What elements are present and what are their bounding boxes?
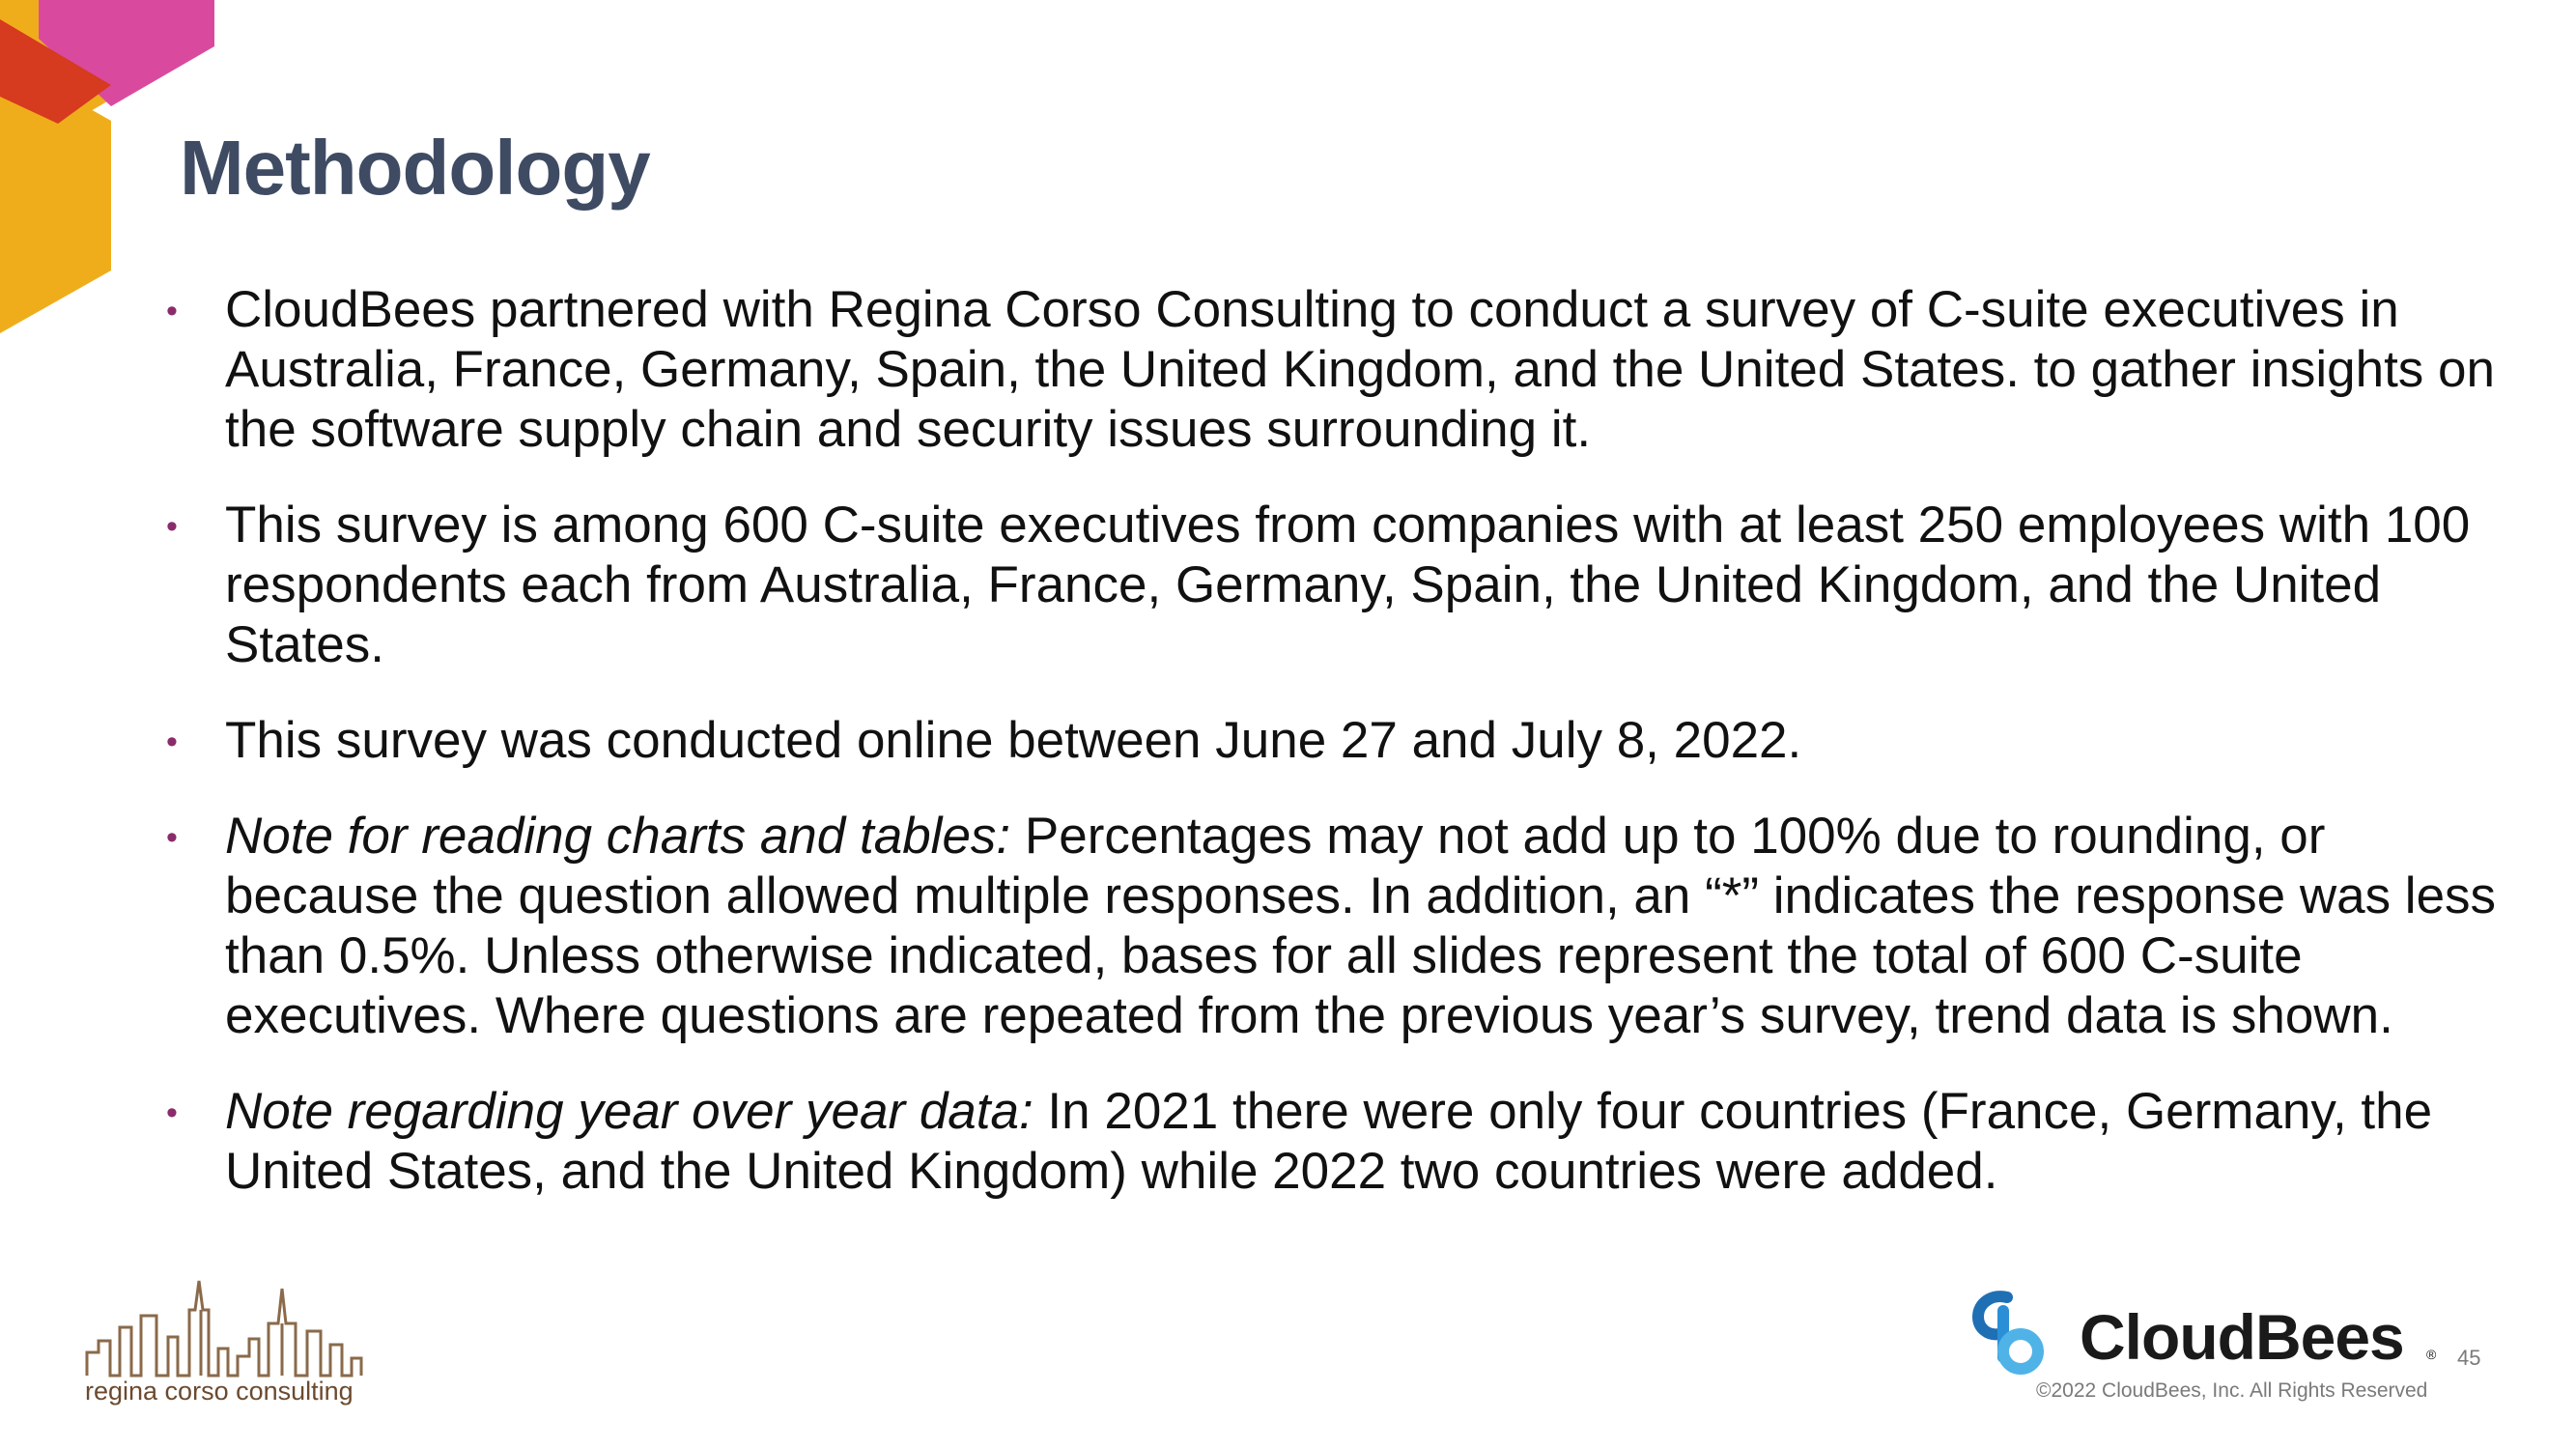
bullet-item-dates: • This survey was conducted online betwe… <box>164 711 2521 771</box>
bullet-dot-icon: • <box>166 1094 178 1131</box>
copyright-notice: ©2022 CloudBees, Inc. All Rights Reserve… <box>2036 1379 2428 1402</box>
bullet-text: This survey is among 600 C-suite executi… <box>225 497 2471 673</box>
bullet-text: In 2021 there were only four countries (… <box>225 1083 2433 1200</box>
registered-mark: ® <box>2426 1347 2437 1362</box>
bullet-dot-icon: • <box>166 819 178 856</box>
corner-decoration <box>0 0 214 333</box>
bullet-item-yoy-note: • Note regarding year over year data: In… <box>164 1082 2521 1202</box>
bullet-item-reading-note: • Note for reading charts and tables: Pe… <box>164 807 2521 1046</box>
bullet-text: Percentages may not add up to 100% due t… <box>225 808 2497 1044</box>
corner-shape-red <box>0 19 111 124</box>
cloudbees-logo-icon <box>1971 1291 2044 1375</box>
bullet-lead: Note for reading charts and tables: <box>225 808 1011 865</box>
bullet-text: This survey was conducted online between… <box>225 712 1802 769</box>
consultant-logo-text: regina corso consulting <box>85 1377 354 1406</box>
regina-corso-consulting-logo: regina corso consulting <box>81 1267 371 1412</box>
city-skyline-icon <box>85 1280 363 1378</box>
corner-shape-magenta <box>39 0 214 106</box>
slide-title: Methodology <box>180 125 651 211</box>
page-number: 45 <box>2457 1346 2481 1370</box>
methodology-bullet-list: • CloudBees partnered with Regina Corso … <box>164 280 2521 1237</box>
bullet-item-sample: • This survey is among 600 C-suite execu… <box>164 496 2521 675</box>
bullet-dot-icon: • <box>166 508 178 545</box>
bullet-dot-icon: • <box>166 293 178 329</box>
cloudbees-brand-name: CloudBees <box>2080 1301 2405 1373</box>
bullet-dot-icon: • <box>166 724 178 760</box>
bullet-text: CloudBees partnered with Regina Corso Co… <box>225 281 2495 458</box>
bullet-item-partnership: • CloudBees partnered with Regina Corso … <box>164 280 2521 460</box>
corner-shape-yellow-lower <box>0 58 111 333</box>
bullet-lead: Note regarding year over year data: <box>225 1083 1033 1140</box>
